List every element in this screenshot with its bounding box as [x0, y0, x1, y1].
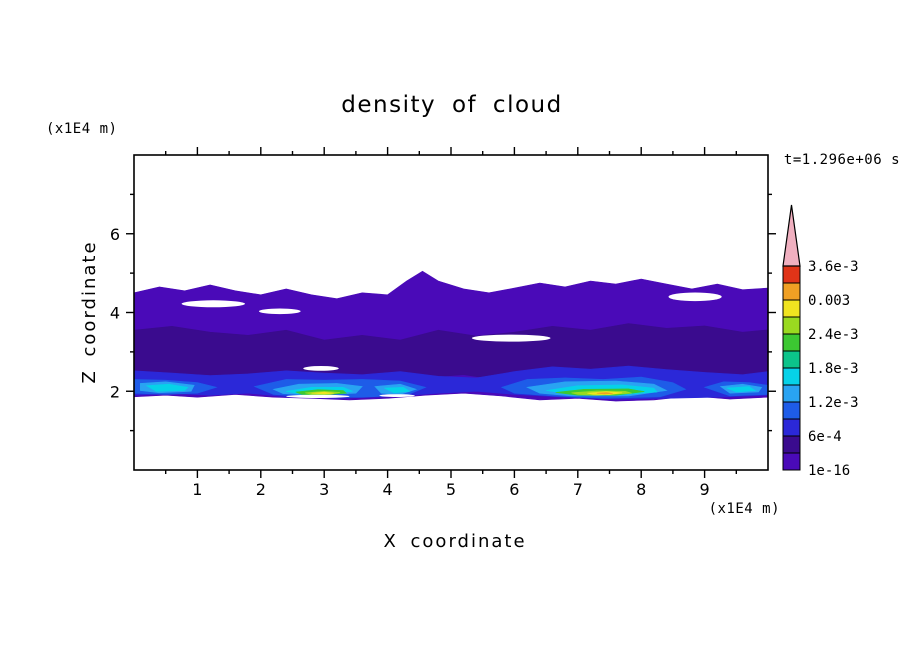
colorbar-tick-label: 1.8e-3	[808, 361, 859, 377]
contour-fill-level-5	[384, 386, 411, 394]
colorbar-cell	[782, 367, 801, 386]
colorbar-cell	[782, 299, 801, 318]
x-tick-label: 5	[446, 480, 456, 499]
x-tick-label: 3	[319, 480, 329, 499]
colorbar-tick-label: 2.4e-3	[808, 327, 859, 343]
time-annotation: t=1.296e+06 s	[784, 152, 900, 168]
x-tick-label: 9	[700, 480, 710, 499]
colorbar-cell	[782, 282, 801, 301]
x-tick-label: 2	[256, 480, 266, 499]
contour-fill-level-9	[311, 391, 334, 395]
contour-field	[134, 270, 768, 402]
x-tick-label: 8	[636, 480, 646, 499]
colorbar-cell	[782, 316, 801, 335]
y-tick-label: 4	[110, 304, 120, 323]
colorbar-cell	[782, 452, 801, 471]
contour-fill-level-10	[596, 392, 613, 395]
colorbar-tick-label: 0.003	[808, 293, 850, 309]
cloud-gap	[258, 308, 301, 315]
axes-frame: 1 2 3 4 5 6 7 8 9 2 4 6	[110, 147, 776, 499]
cloud-gap	[303, 366, 339, 371]
colorbar-cell	[782, 384, 801, 403]
x-tick-label: 4	[383, 480, 393, 499]
colorbar-cell	[782, 350, 801, 369]
colorbar-tick-label: 3.6e-3	[808, 259, 859, 275]
cloud-gap	[181, 300, 245, 308]
colorbar-tick-label: 1e-16	[808, 463, 850, 479]
x-tick-label: 7	[573, 480, 583, 499]
contour-fill-level-5	[145, 383, 189, 392]
x-axis-label: X coordinate	[383, 531, 526, 552]
colorbar-overflow-arrow	[782, 204, 801, 267]
cloud-gap	[379, 394, 415, 397]
colorbar-cell	[782, 333, 801, 352]
x-tick-label: 1	[192, 480, 202, 499]
y-tick-label: 6	[110, 225, 120, 244]
colorbar-tick-label: 1.2e-3	[808, 395, 859, 411]
colorbar: 1e-16 6e-4 1.2e-3 1.8e-3 2.4e-3 0.003 3.6e-3	[782, 204, 859, 479]
colorbar-cell	[782, 435, 801, 454]
cloud-gap	[668, 292, 722, 302]
y-tick-label: 2	[110, 382, 120, 401]
y-axis-unit-label: (x1E4 m)	[46, 121, 117, 137]
colorbar-cell	[782, 401, 801, 420]
y-axis-label: Z coordinate	[79, 240, 100, 383]
plot-title: density of cloud	[341, 92, 562, 118]
x-axis-unit-label: (x1E4 m)	[709, 501, 780, 517]
x-tick-label: 6	[509, 480, 519, 499]
contour-fill-level-5	[726, 386, 757, 393]
colorbar-tick-label: 6e-4	[808, 429, 842, 445]
colorbar-cell	[782, 265, 801, 284]
cloud-gap	[471, 334, 551, 342]
cloud-gap	[286, 394, 350, 398]
colorbar-cell	[782, 418, 801, 437]
